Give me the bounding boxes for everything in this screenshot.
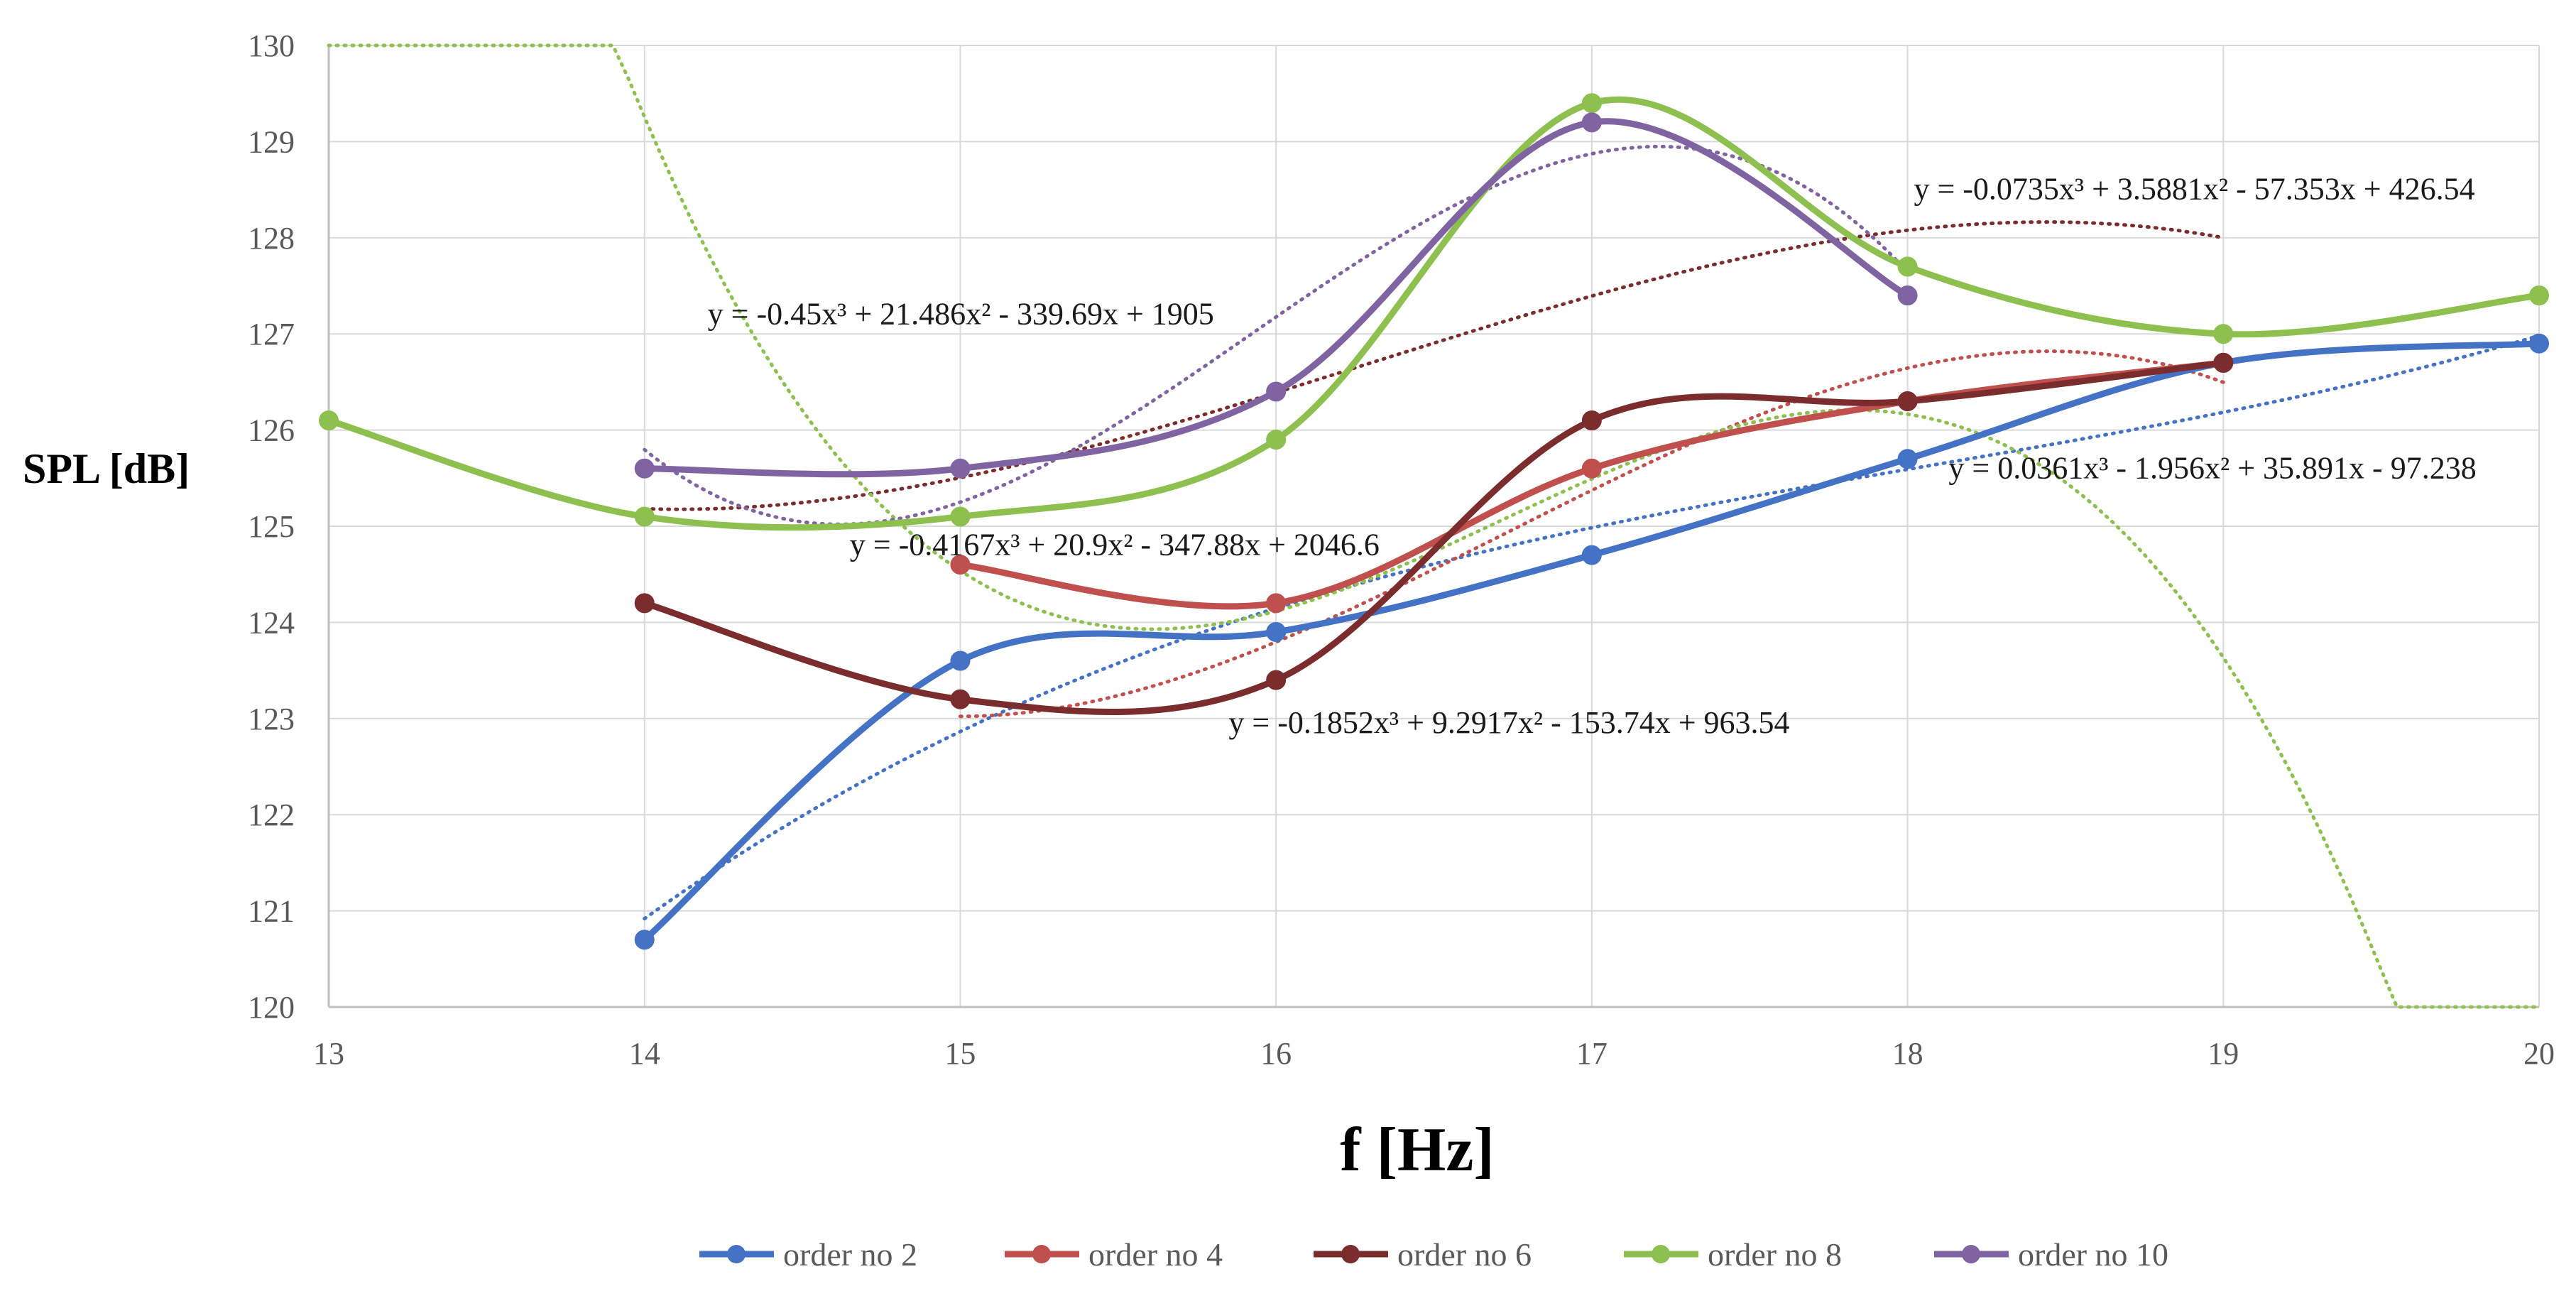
x-tick-label: 20 — [2523, 1036, 2555, 1071]
y-tick-label: 126 — [248, 413, 295, 448]
legend-marker — [1341, 1245, 1360, 1263]
legend-label: order no 8 — [1708, 1236, 1842, 1273]
x-tick-label: 19 — [2207, 1036, 2239, 1071]
data-point — [950, 506, 971, 527]
y-tick-label: 129 — [248, 124, 295, 159]
data-point — [1581, 93, 1602, 114]
legend-marker — [1962, 1245, 1980, 1263]
data-point — [2529, 285, 2549, 306]
x-tick-label: 14 — [629, 1036, 660, 1071]
data-point — [950, 689, 971, 709]
data-point — [950, 458, 971, 479]
data-point — [1581, 410, 1602, 431]
series-markers — [319, 93, 2549, 950]
data-point — [2529, 333, 2549, 354]
data-point — [1266, 670, 1287, 690]
y-tick-label: 120 — [248, 990, 295, 1025]
data-point — [1581, 112, 1602, 133]
data-point — [634, 930, 655, 950]
series-line-4 — [325, 96, 2543, 531]
y-tick-label: 121 — [248, 894, 295, 929]
legend-marker — [1652, 1245, 1670, 1263]
data-point — [950, 650, 971, 671]
legend-label: order no 10 — [2018, 1236, 2168, 1273]
series-line-5 — [641, 118, 1911, 478]
x-tick-label: 15 — [944, 1036, 976, 1071]
legend: order no 2 order no 4 order no 6 order no 8… — [699, 1236, 2168, 1273]
x-tick-label: 17 — [1576, 1036, 1608, 1071]
legend-marker — [1032, 1245, 1051, 1263]
data-point — [1897, 285, 1918, 306]
y-tick-label: 128 — [248, 221, 295, 256]
data-point — [1266, 621, 1287, 642]
y-tick-label: 125 — [248, 509, 295, 544]
y-tick-label: 127 — [248, 317, 295, 352]
y-tick-label: 123 — [248, 702, 295, 736]
y-tick-label: 124 — [248, 605, 295, 640]
data-point — [2213, 324, 2234, 344]
data-point — [1897, 449, 1918, 469]
x-tick-label: 18 — [1892, 1036, 1923, 1071]
legend-label: order no 4 — [1088, 1236, 1223, 1273]
trendline-1 — [643, 334, 2541, 921]
data-point — [1266, 430, 1287, 450]
data-point — [634, 458, 655, 479]
series-lines — [325, 96, 2543, 943]
trendline-equation: y = 0.0361x³ - 1.956x² + 35.891x - 97.23… — [1948, 450, 2476, 485]
x-tick-label: 13 — [313, 1036, 344, 1071]
data-point — [1266, 381, 1287, 402]
data-point — [1897, 256, 1918, 277]
data-point — [1581, 458, 1602, 479]
data-point — [634, 506, 655, 527]
series-line-3 — [641, 359, 2227, 715]
legend-marker — [727, 1245, 746, 1263]
y-axis-title: SPL [dB] — [23, 445, 190, 492]
data-point — [1581, 545, 1602, 565]
data-point — [634, 593, 655, 614]
legend-label: order no 6 — [1397, 1236, 1532, 1273]
axes: 13 14 15 16 17 18 19 20 120 121 122 123 124 125 126 127… — [248, 28, 2555, 1071]
trendline-equation: y = -0.0735x³ + 3.5881x² - 57.353x + 426… — [1914, 172, 2474, 207]
y-tick-label: 130 — [248, 28, 295, 63]
data-point — [1897, 391, 1918, 411]
trendline-equation: y = -0.4167x³ + 20.9x² - 347.88x + 2046.… — [850, 528, 1380, 562]
x-axis-title: f [Hz] — [1340, 1116, 1494, 1185]
y-tick-label: 122 — [248, 798, 295, 832]
data-point — [1266, 593, 1287, 614]
trendline-equation: y = -0.45x³ + 21.486x² - 339.69x + 1905 — [708, 297, 1214, 332]
data-point — [319, 410, 339, 431]
trendline-equation: y = -0.1852x³ + 9.2917x² - 153.74x + 963… — [1228, 705, 1789, 740]
data-point — [2213, 352, 2234, 373]
legend-label: order no 2 — [783, 1236, 917, 1273]
data-point — [950, 555, 971, 575]
trendline-3 — [643, 220, 2225, 511]
equation-annotations: y = -0.0735x³ + 3.5881x² - 57.353x + 426… — [708, 172, 2477, 740]
x-tick-label: 16 — [1260, 1036, 1292, 1071]
